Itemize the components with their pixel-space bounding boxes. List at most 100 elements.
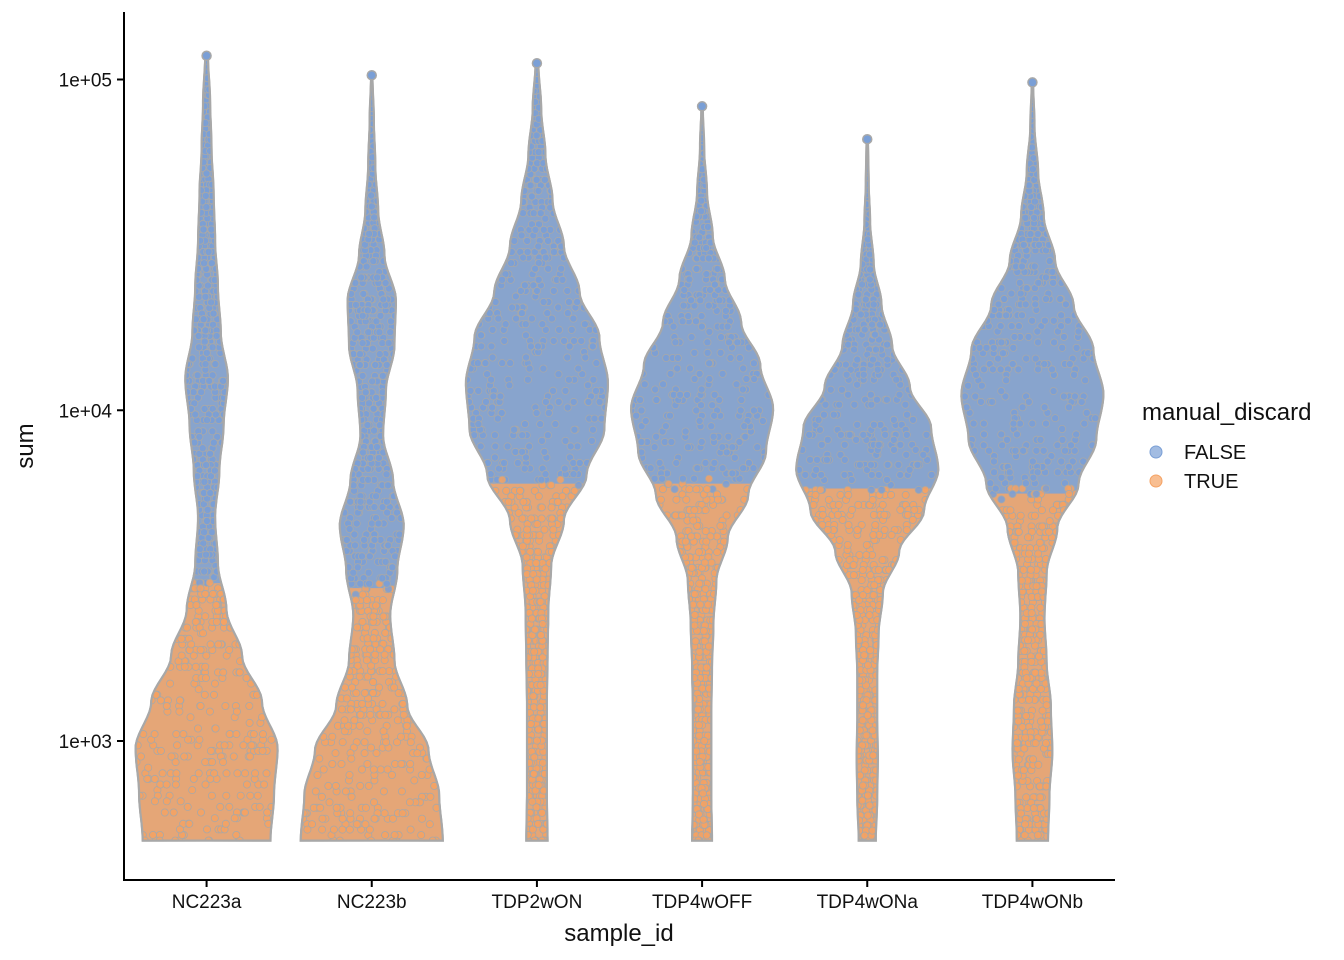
data-point (315, 754, 324, 763)
data-point (376, 311, 385, 320)
data-point (676, 390, 685, 399)
data-point (372, 749, 381, 758)
data-point (854, 500, 863, 509)
data-point (861, 295, 870, 304)
data-point (406, 760, 415, 769)
data-point (267, 735, 276, 744)
data-point (369, 765, 378, 774)
data-point (189, 651, 198, 660)
data-point (824, 495, 833, 504)
data-point (684, 443, 693, 452)
data-point (353, 623, 362, 632)
data-point (700, 637, 709, 646)
data-point (532, 575, 541, 584)
data-point (530, 625, 539, 634)
data-point (143, 774, 152, 783)
data-point (892, 375, 901, 384)
data-point (331, 749, 340, 758)
data-point (500, 458, 509, 467)
max-point (531, 57, 543, 69)
data-point (207, 791, 216, 800)
data-point (700, 736, 709, 745)
data-point (366, 453, 375, 462)
data-point (335, 836, 344, 841)
data-point (724, 432, 733, 441)
data-point (487, 375, 496, 384)
data-point (646, 464, 655, 473)
data-point (902, 430, 911, 439)
data-point (742, 374, 751, 383)
data-point (363, 727, 372, 736)
data-point (413, 749, 422, 758)
data-point (361, 388, 370, 397)
data-point (376, 765, 385, 774)
data-point (577, 336, 586, 345)
data-point (195, 432, 204, 441)
violin-TDP4wOFF (629, 101, 775, 842)
data-point (869, 510, 878, 519)
data-point (406, 825, 415, 834)
data-point (363, 306, 372, 315)
data-point (474, 420, 483, 429)
data-point (148, 831, 157, 840)
data-point (233, 769, 242, 778)
data-point (1065, 359, 1074, 368)
data-point (744, 458, 753, 467)
data-point (166, 679, 175, 688)
data-point (849, 571, 858, 580)
data-point (658, 485, 667, 494)
data-point (705, 374, 714, 383)
data-point (187, 640, 196, 649)
data-point (694, 705, 703, 714)
data-point (531, 264, 540, 273)
data-point (533, 286, 542, 295)
data-point (880, 526, 889, 535)
data-point (658, 474, 667, 483)
data-point (303, 825, 312, 834)
data-point (337, 760, 346, 769)
data-point (840, 440, 849, 449)
data-point (690, 794, 699, 803)
data-point (534, 547, 543, 556)
data-point (652, 432, 661, 441)
data-point (726, 353, 735, 362)
data-point (390, 831, 399, 840)
data-point (872, 345, 881, 354)
data-point (526, 181, 535, 190)
data-point (503, 442, 512, 451)
data-point (537, 475, 546, 484)
data-point (518, 431, 527, 440)
data-point (863, 811, 872, 820)
data-point (704, 301, 713, 310)
data-point (394, 689, 403, 698)
data-point (384, 339, 393, 348)
data-point (865, 275, 874, 284)
data-point (357, 273, 366, 282)
data-point (732, 380, 741, 389)
data-point (360, 535, 369, 544)
data-point (212, 617, 221, 626)
data-point (858, 716, 867, 725)
data-point (694, 836, 703, 841)
data-point (340, 716, 349, 725)
data-point (210, 769, 219, 778)
data-point (210, 679, 219, 688)
data-point (554, 303, 563, 312)
data-point (710, 458, 719, 467)
data-point (853, 380, 862, 389)
data-point (689, 820, 698, 829)
data-point (202, 517, 211, 526)
data-point (806, 455, 815, 464)
data-point (191, 617, 200, 626)
data-point (894, 460, 903, 469)
data-point (372, 317, 381, 326)
data-point (534, 186, 543, 195)
data-point (659, 380, 668, 389)
data-point (722, 448, 731, 457)
data-point (541, 564, 550, 573)
data-point (245, 702, 254, 711)
data-point (1060, 332, 1069, 341)
data-point (587, 436, 596, 445)
data-point (200, 528, 209, 537)
data-point (332, 803, 341, 812)
